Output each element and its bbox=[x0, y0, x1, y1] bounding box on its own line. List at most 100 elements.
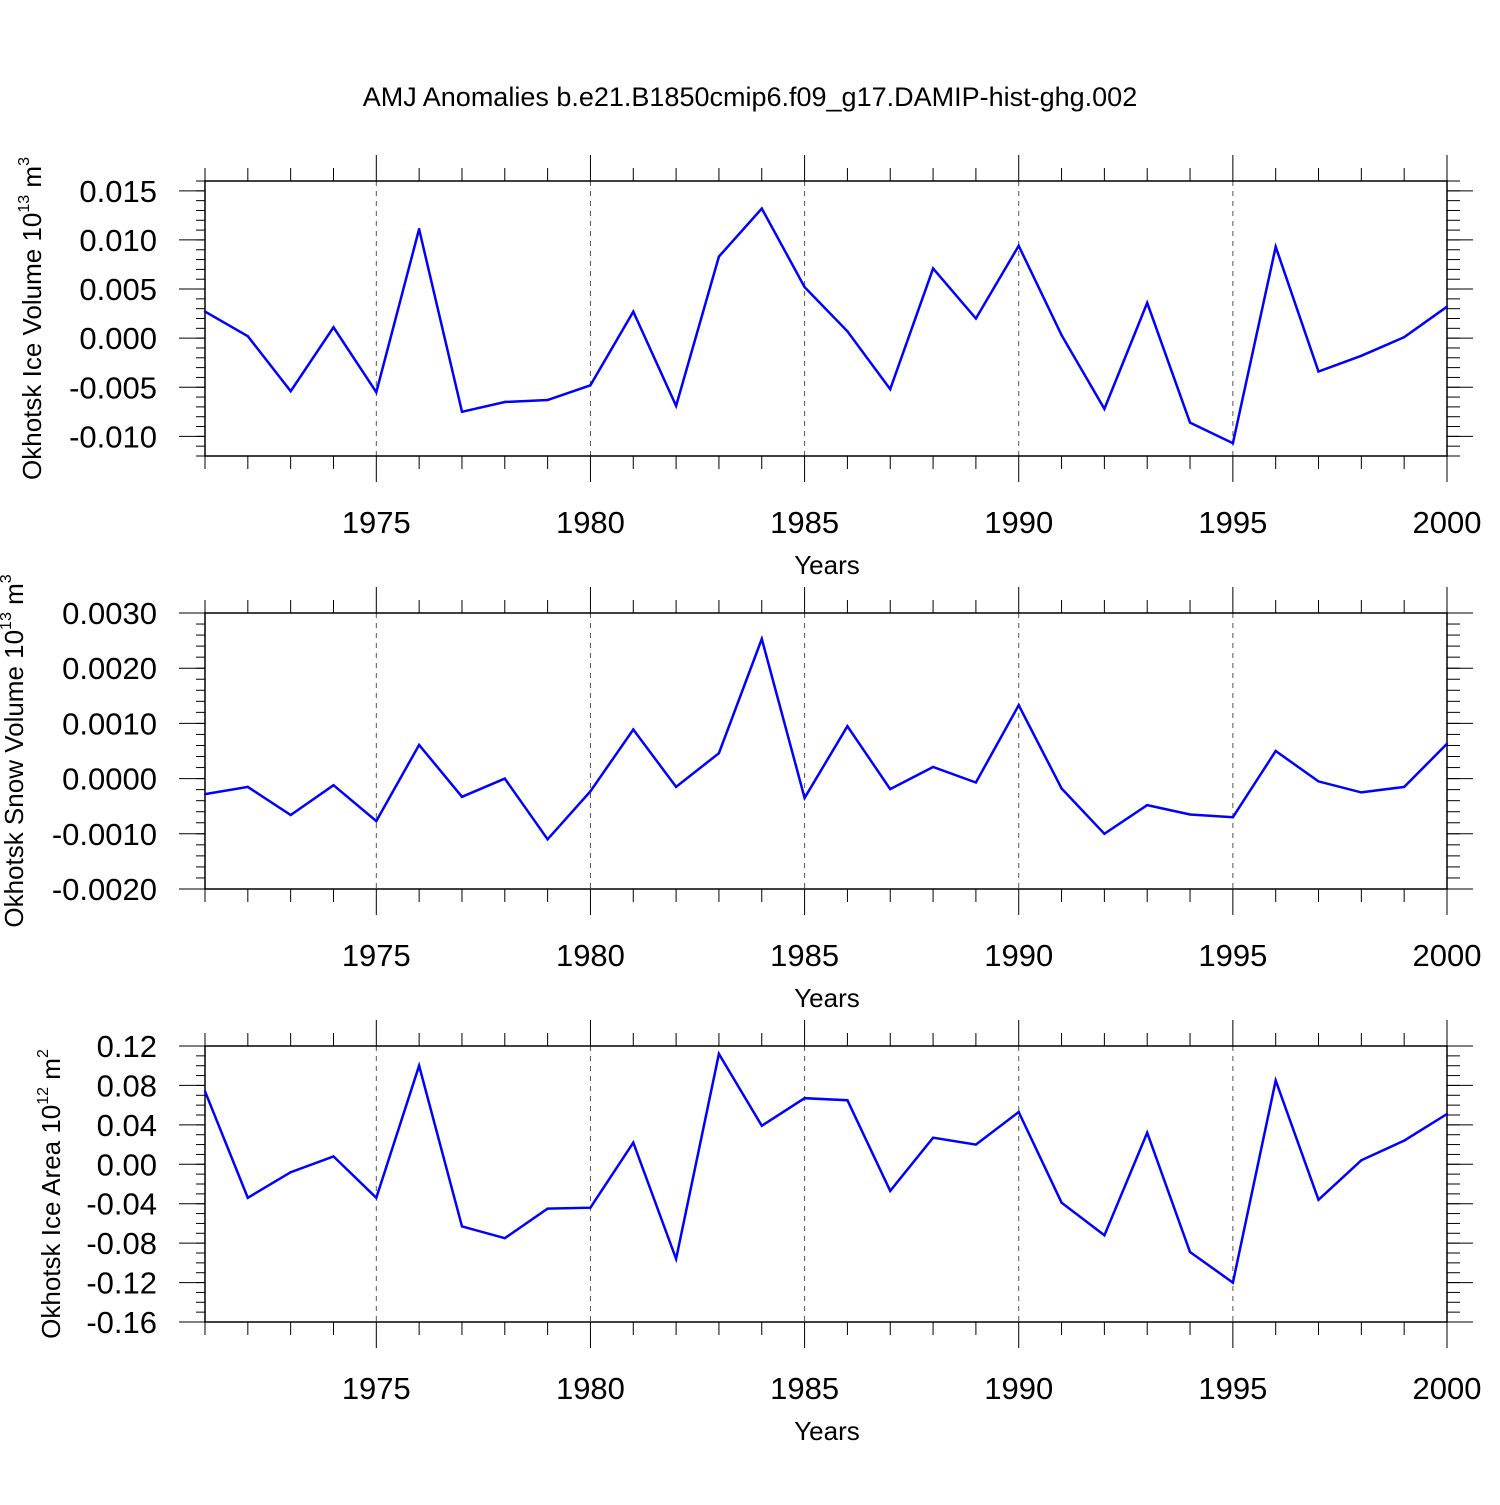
data-point-1984 bbox=[760, 1124, 763, 1128]
panel-1: -0.010 -0.005 0.000 0.005 0.010 0.015 1975 1980… bbox=[16, 155, 1481, 580]
y-axis-label-exponent: 13 bbox=[0, 612, 15, 630]
data-point-1981 bbox=[632, 728, 635, 731]
x-tick-label: 1985 bbox=[770, 938, 839, 973]
data-point-1983 bbox=[717, 1052, 721, 1056]
data-point-1976 bbox=[417, 1064, 421, 1067]
data-point-1988 bbox=[931, 1136, 935, 1139]
data-point-1987 bbox=[889, 787, 892, 791]
data-point-1982 bbox=[674, 785, 678, 789]
y-axis-label: Okhotsk Snow Volume 1013 m3 bbox=[0, 574, 29, 927]
data-point-1987 bbox=[889, 1189, 892, 1193]
data-point-1971 bbox=[203, 310, 207, 313]
y-tick-label: 0.010 bbox=[79, 223, 157, 258]
data-point-1979 bbox=[546, 398, 549, 402]
data-point-2000 bbox=[1445, 742, 1449, 746]
data-point-1984 bbox=[760, 207, 763, 210]
plot-frame bbox=[204, 612, 1448, 890]
data-point-1977 bbox=[460, 795, 464, 799]
data-point-1978 bbox=[503, 1237, 506, 1240]
data-point-1980 bbox=[589, 1206, 592, 1209]
data-point-1977 bbox=[460, 410, 464, 414]
panel-2: -0.0020 -0.0010 0.0000 0.0010 0.0020 0.0030 19… bbox=[0, 574, 1481, 1013]
y-tick-label: -0.16 bbox=[86, 1305, 157, 1340]
data-point-1980 bbox=[589, 384, 592, 387]
data-point-1974 bbox=[332, 784, 335, 787]
y-tick-label: -0.04 bbox=[86, 1187, 157, 1222]
data-point-1998 bbox=[1360, 791, 1363, 794]
data-point-1989 bbox=[974, 1143, 978, 1146]
data-point-2000 bbox=[1445, 1112, 1449, 1116]
y-tick-label: -0.010 bbox=[69, 419, 157, 454]
y-tick-label: -0.0020 bbox=[52, 872, 157, 907]
data-point-1978 bbox=[503, 400, 506, 404]
data-point-1995 bbox=[1231, 816, 1235, 819]
data-point-1995 bbox=[1231, 442, 1235, 445]
data-point-1985 bbox=[803, 1097, 806, 1100]
data-point-1989 bbox=[974, 781, 978, 784]
x-axis-label: Years bbox=[794, 550, 860, 580]
data-point-1993 bbox=[1146, 301, 1149, 304]
data-point-1991 bbox=[1060, 1201, 1063, 1204]
data-point-1977 bbox=[460, 1225, 464, 1228]
data-point-1998 bbox=[1360, 354, 1363, 358]
data-point-1990 bbox=[1017, 703, 1020, 707]
panel-3: -0.16 -0.12 -0.08 -0.04 0.00 0.04 0.08 0.12 1975… bbox=[35, 1020, 1481, 1446]
data-point-1990 bbox=[1017, 1110, 1020, 1114]
x-tick-label: 2000 bbox=[1413, 938, 1482, 973]
data-point-1979 bbox=[546, 838, 549, 841]
series-line bbox=[204, 634, 1448, 842]
y-tick-label: 0.000 bbox=[79, 321, 157, 356]
x-tick-label: 1990 bbox=[984, 505, 1053, 540]
data-point-1986 bbox=[846, 1099, 849, 1102]
data-point-1999 bbox=[1402, 1139, 1406, 1142]
data-point-1996 bbox=[1274, 749, 1277, 753]
data-point-1993 bbox=[1146, 1131, 1149, 1134]
x-tick-label: 1975 bbox=[342, 938, 411, 973]
y-axis-label-base: Okhotsk Ice Volume 10 bbox=[17, 213, 47, 480]
data-point-1980 bbox=[589, 790, 592, 793]
data-point-1985 bbox=[803, 285, 806, 289]
data-point-1983 bbox=[717, 752, 721, 755]
data-point-1997 bbox=[1317, 1198, 1320, 1201]
y-tick-label: 0.0010 bbox=[62, 706, 157, 741]
x-tick-label: 1995 bbox=[1198, 1371, 1267, 1406]
data-point-1990 bbox=[1017, 244, 1020, 248]
x-tick-label: 2000 bbox=[1413, 1371, 1482, 1406]
data-point-1992 bbox=[1103, 832, 1106, 835]
x-tick-label: 1985 bbox=[770, 1371, 839, 1406]
series-line bbox=[204, 206, 1448, 446]
data-point-1972 bbox=[246, 1196, 250, 1200]
data-point-1988 bbox=[931, 267, 935, 270]
x-tick-label: 1990 bbox=[984, 1371, 1053, 1406]
data-point-1979 bbox=[546, 1207, 549, 1210]
data-point-1999 bbox=[1402, 785, 1406, 789]
y-axis-label: Okhotsk Ice Volume 1013 m3 bbox=[16, 157, 47, 480]
data-point-1992 bbox=[1103, 407, 1106, 411]
data-point-1997 bbox=[1317, 780, 1320, 783]
x-tick-label: 1980 bbox=[556, 938, 625, 973]
y-tick-label: -0.005 bbox=[69, 370, 157, 405]
x-tick-label: 1975 bbox=[342, 1371, 411, 1406]
data-point-1996 bbox=[1274, 1079, 1277, 1082]
data-point-1976 bbox=[417, 743, 421, 747]
x-axis-label: Years bbox=[794, 1416, 860, 1446]
data-point-1972 bbox=[246, 785, 250, 789]
y-tick-label: 0.0000 bbox=[62, 762, 157, 797]
y-axis-label-unit-exponent: 3 bbox=[0, 574, 15, 583]
y-axis-label-base: Okhotsk Snow Volume 10 bbox=[0, 630, 29, 928]
y-tick-label: 0.04 bbox=[97, 1108, 157, 1143]
data-point-1986 bbox=[846, 724, 849, 728]
y-tick-label: 0.015 bbox=[79, 174, 157, 209]
y-axis-label: Okhotsk Ice Area 1012 m2 bbox=[35, 1049, 66, 1339]
y-tick-label: 0.00 bbox=[97, 1147, 157, 1182]
data-point-1991 bbox=[1060, 333, 1063, 337]
y-tick-label: 0.08 bbox=[97, 1068, 157, 1103]
data-point-1971 bbox=[203, 792, 207, 796]
y-axis-label-base: Okhotsk Ice Area 10 bbox=[36, 1105, 66, 1339]
x-tick-label: 1990 bbox=[984, 938, 1053, 973]
data-point-1971 bbox=[203, 1090, 207, 1093]
x-tick-label: 1980 bbox=[556, 1371, 625, 1406]
